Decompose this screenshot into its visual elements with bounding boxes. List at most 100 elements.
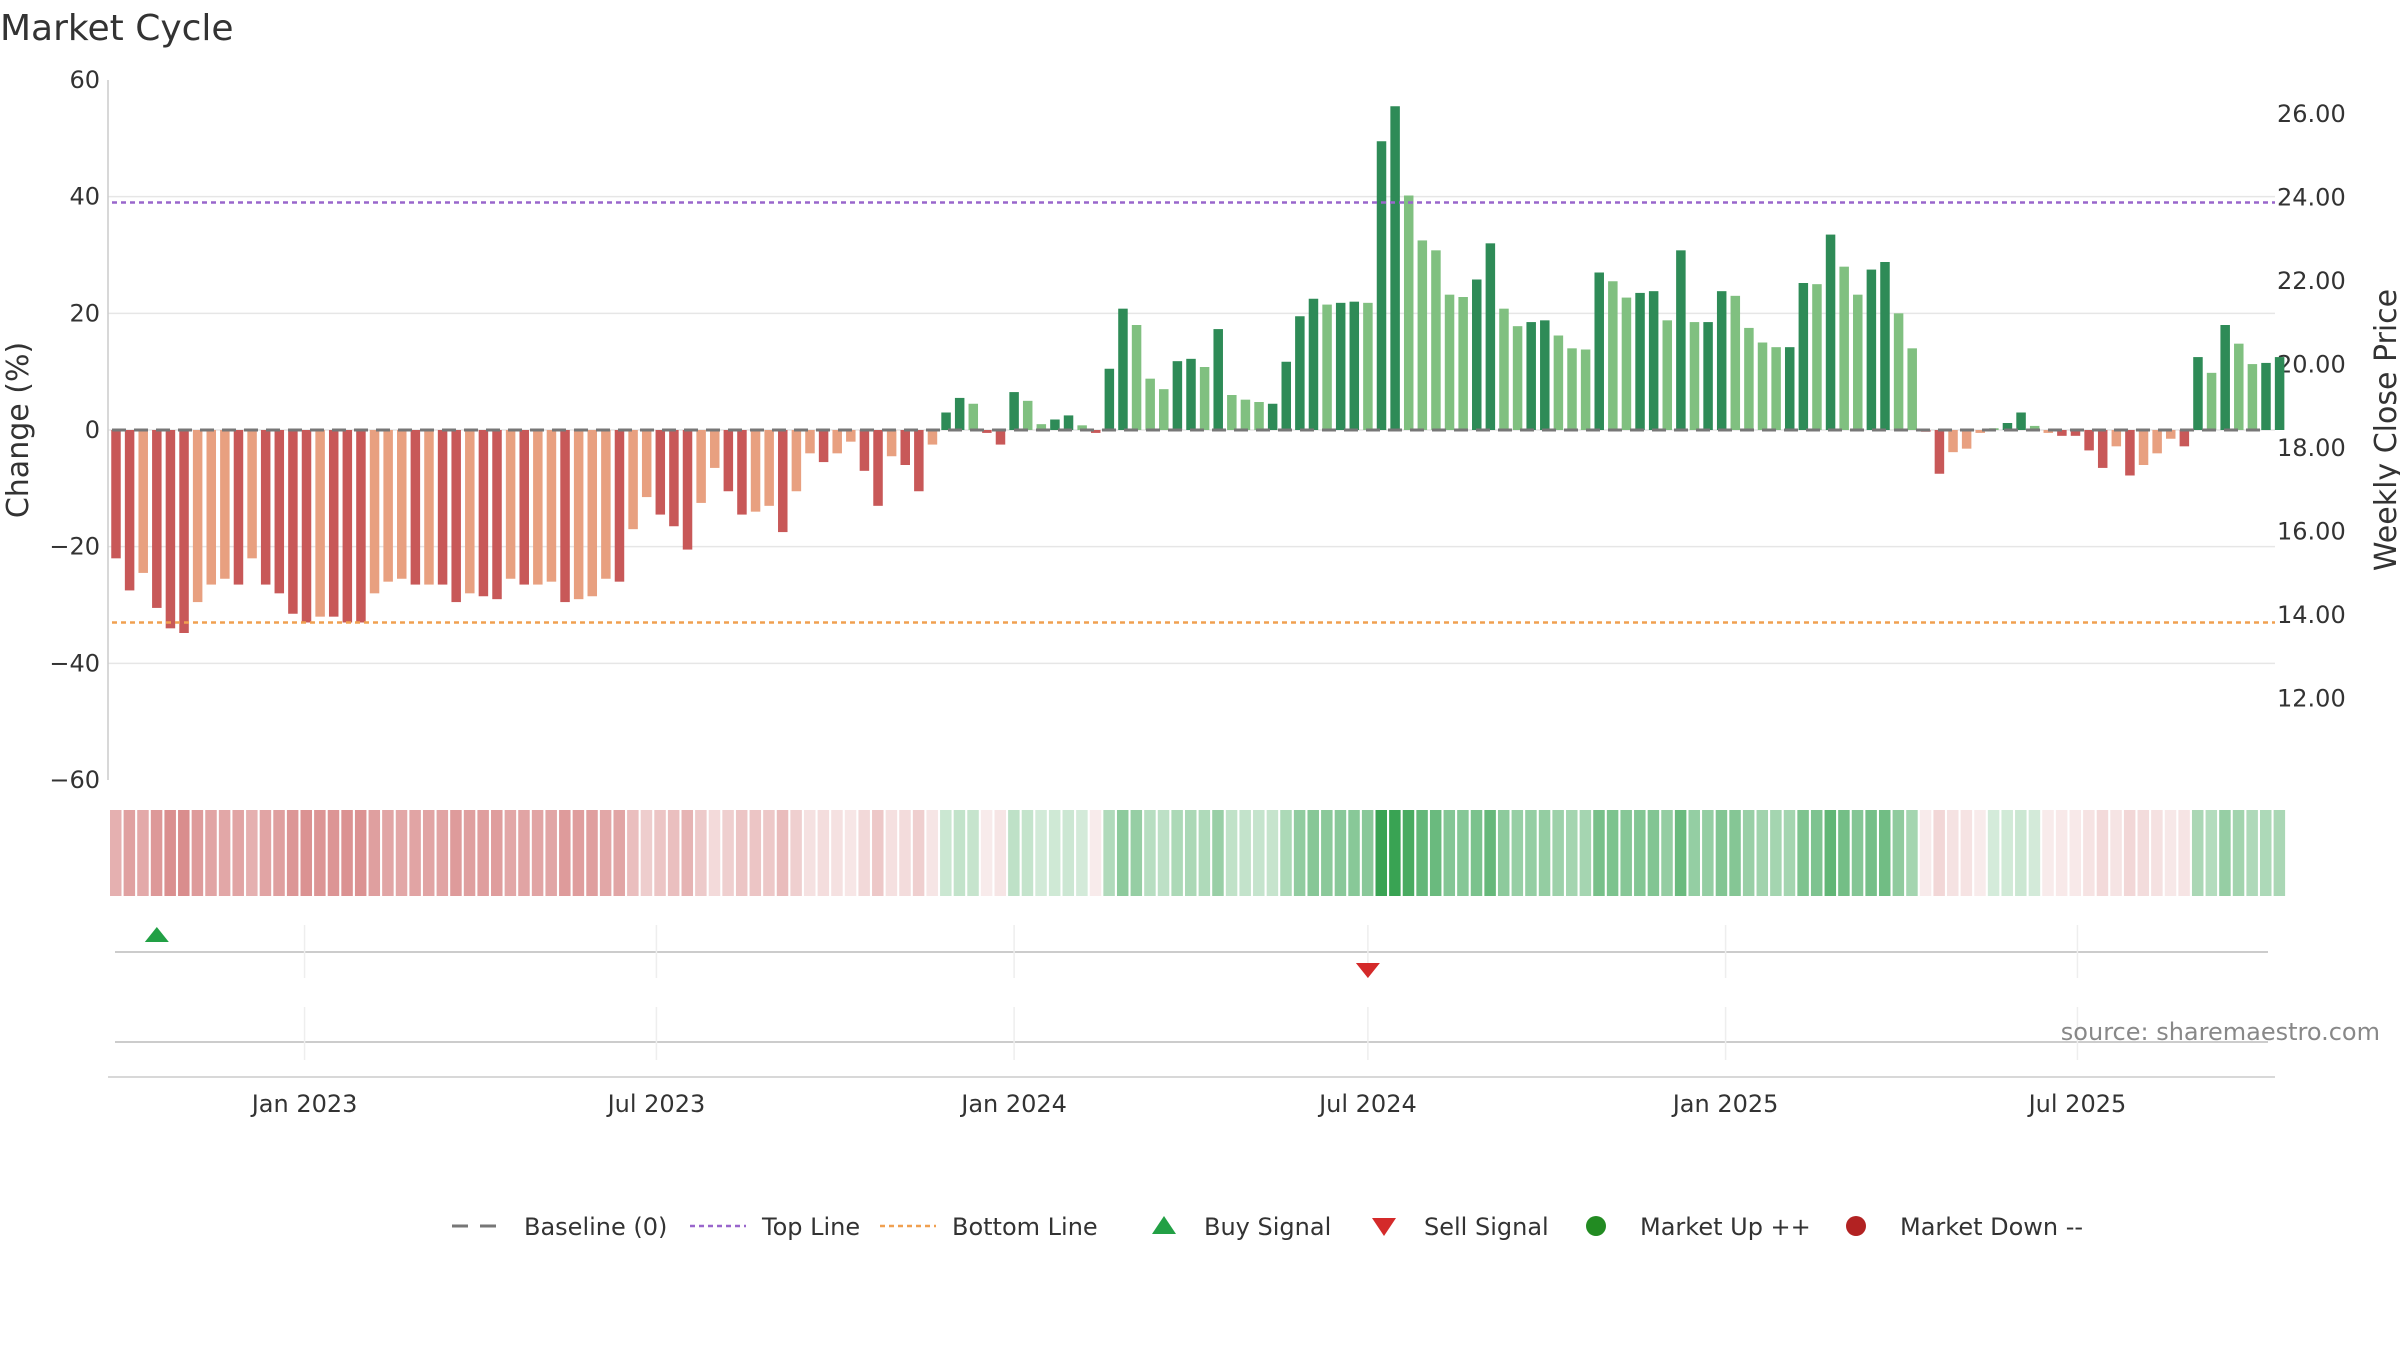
bar-up — [1907, 348, 1917, 430]
bar-down — [2057, 430, 2067, 436]
heat-cell — [2260, 810, 2272, 896]
bar-up — [1050, 419, 1060, 430]
heat-cell — [953, 810, 966, 896]
bar-down — [111, 430, 121, 559]
heat-cell — [1171, 810, 1183, 896]
heat-cell — [150, 810, 163, 896]
bar-down — [2111, 430, 2122, 447]
bar-up — [1825, 234, 1836, 430]
heat-cell — [1212, 810, 1224, 896]
bar-up — [1580, 349, 1591, 430]
bar-down — [465, 430, 475, 594]
bar-down — [342, 430, 353, 623]
bar-up — [1281, 361, 1292, 430]
bar-up — [1227, 395, 1237, 430]
bar-up — [1635, 292, 1645, 430]
heat-cell — [1130, 810, 1143, 896]
bar-down — [1975, 430, 1985, 433]
bar-down — [709, 430, 720, 468]
y-tick-label: 60 — [69, 66, 100, 94]
bar-up — [1267, 403, 1278, 430]
heat-cell — [1620, 810, 1632, 896]
heat-cell — [2028, 810, 2041, 896]
bar-down — [2138, 430, 2149, 465]
heat-cell — [1824, 810, 1837, 896]
y2-tick-label: 16.00 — [2277, 518, 2346, 546]
bar-up — [1880, 262, 1890, 430]
bar-up — [1254, 402, 1264, 430]
bar-up — [1757, 342, 1768, 430]
bar-down — [805, 430, 815, 454]
heat-cell — [1266, 810, 1279, 896]
heat-cell — [940, 810, 952, 896]
bar-up — [1376, 141, 1387, 430]
bar-up — [968, 403, 979, 430]
heat-cell — [899, 810, 911, 896]
bar-down — [696, 430, 706, 503]
heat-cell — [1987, 810, 2000, 896]
bar-up — [1703, 322, 1713, 430]
legend-label: Buy Signal — [1204, 1213, 1331, 1241]
heat-cell — [1089, 810, 1102, 896]
heat-cell — [2191, 810, 2204, 896]
y-tick-label: −40 — [49, 649, 100, 677]
bar-up — [1853, 294, 1863, 430]
heat-cell — [1674, 810, 1687, 896]
heat-cell — [967, 810, 979, 896]
bar-down — [179, 430, 189, 633]
legend-label: Sell Signal — [1424, 1213, 1549, 1241]
heat-cell — [1321, 810, 1333, 896]
bar-down — [192, 430, 203, 603]
heat-cell — [137, 810, 149, 896]
y2-tick-label: 18.00 — [2277, 434, 2346, 462]
bar-up — [1145, 378, 1155, 430]
bar-down — [233, 430, 244, 585]
heat-cell — [1566, 810, 1578, 896]
heat-cell — [926, 810, 938, 896]
legend-label: Baseline (0) — [524, 1213, 667, 1241]
bar-down — [152, 430, 162, 608]
buy-signal-marker — [144, 927, 169, 942]
bar-down — [492, 430, 502, 600]
bar-up — [1022, 400, 1033, 430]
y-tick-label: −60 — [49, 766, 100, 794]
heat-cell — [531, 810, 544, 896]
y2-tick-label: 26.00 — [2277, 100, 2346, 128]
heat-cell — [2178, 810, 2190, 896]
bar-up — [1621, 297, 1632, 430]
heat-cell — [1008, 810, 1020, 896]
legend-item: Buy Signal — [1152, 1213, 1331, 1241]
chart-title: Market Cycle — [0, 8, 234, 49]
bar-down — [2125, 430, 2135, 476]
heat-cell — [831, 810, 843, 896]
heat-cell — [572, 810, 585, 896]
y-axis-label: Change (%) — [1, 342, 36, 518]
heat-cell — [545, 810, 557, 896]
bar-up — [1063, 415, 1074, 430]
heat-cell — [463, 810, 476, 896]
heat-cell — [2123, 810, 2136, 896]
legend-marker-circle — [1586, 1216, 1606, 1236]
bar-down — [601, 430, 611, 579]
heat-cell — [341, 810, 353, 896]
heat-cell — [803, 810, 816, 896]
cycle-heat-strip — [110, 810, 2286, 896]
heat-cell — [1470, 810, 1483, 896]
bar-up — [1553, 335, 1564, 430]
legend-item: Market Down -- — [1846, 1213, 2083, 1241]
bar-up — [1866, 269, 1877, 430]
heat-cell — [1103, 810, 1115, 896]
heat-cell — [627, 810, 639, 896]
heat-cell — [1742, 810, 1755, 896]
bar-up — [1662, 320, 1673, 430]
legend-marker-triangle-down — [1372, 1218, 1396, 1236]
heat-cell — [1919, 810, 1932, 896]
bar-up — [1104, 368, 1115, 430]
heat-cell — [735, 810, 748, 896]
heat-cell — [980, 810, 993, 896]
heat-cell — [2232, 810, 2245, 896]
heat-cell — [354, 810, 367, 896]
heat-cell — [885, 810, 898, 896]
heat-cell — [1157, 810, 1170, 896]
x-tick-label: Jul 2023 — [606, 1090, 706, 1118]
